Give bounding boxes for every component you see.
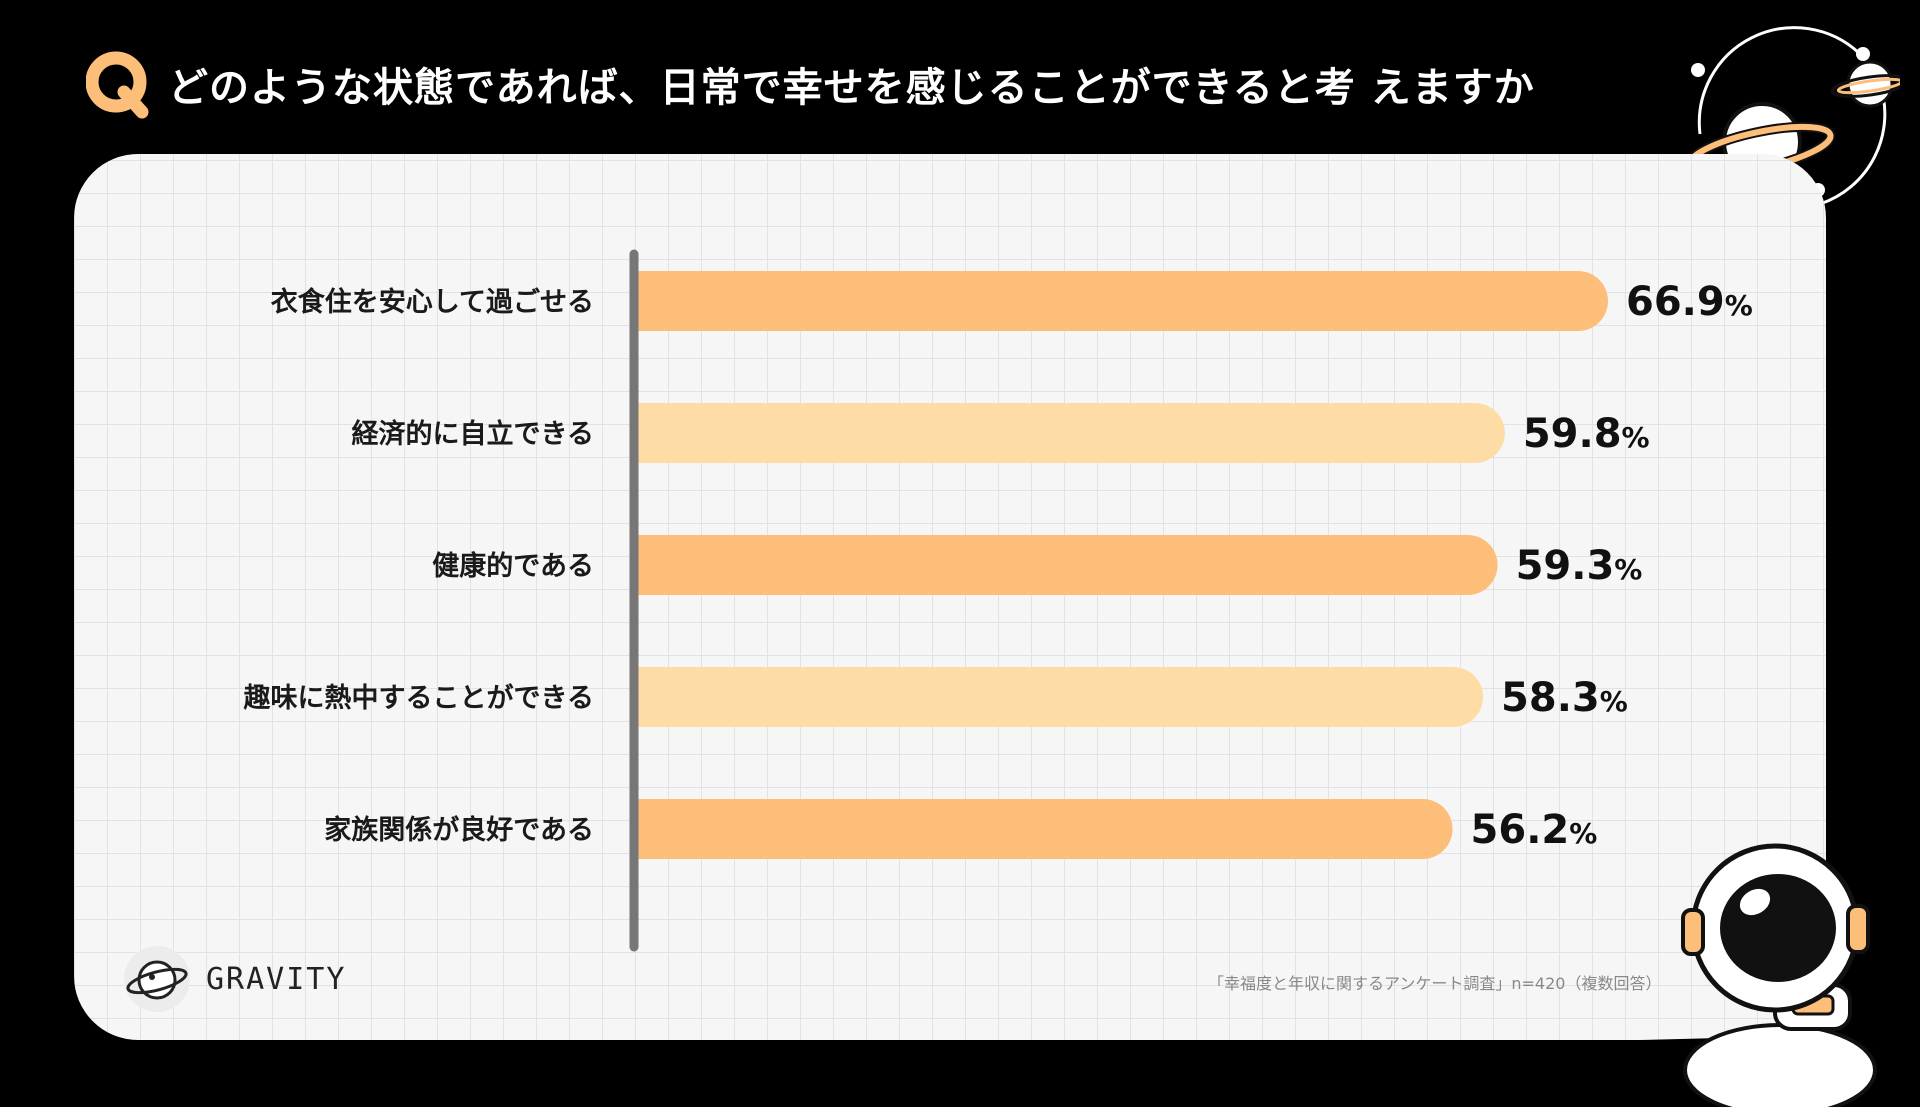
value-label: 59.3%: [1516, 543, 1643, 589]
bar-chart: 衣食住を安心して過ごせる 66.9% 経済的に自立できる 59.8% 健康的である 59.…: [243, 249, 1753, 952]
source-note: 「幸福度と年収に関するアンケート調査」n=420（複数回答）: [1208, 974, 1662, 993]
bar: [636, 271, 1608, 331]
logo-name: GRAVITY: [206, 961, 347, 997]
planet-icon: [124, 946, 190, 1012]
value-label: 58.3%: [1501, 675, 1628, 721]
bar: [636, 667, 1484, 727]
category-label: 趣味に熱中することができる: [243, 682, 594, 714]
astronaut-illustration: [1620, 843, 1910, 1107]
bar: [636, 403, 1505, 463]
bar: [636, 535, 1498, 595]
bar: [636, 799, 1453, 859]
chart-panel: 衣食住を安心して過ごせる 66.9% 経済的に自立できる 59.8% 健康的である 59.…: [74, 154, 1826, 1040]
value-label: 56.2%: [1471, 807, 1598, 853]
question-title: どのような状態であれば、日常で幸せを感じることができると考 えますか: [168, 65, 1535, 111]
category-label: 衣食住を安心して過ごせる: [271, 286, 594, 318]
category-label: 経済的に自立できる: [352, 418, 594, 450]
value-label: 66.9%: [1626, 279, 1753, 325]
gravity-logo: GRAVITY: [122, 944, 346, 1014]
q-badge: [86, 51, 149, 119]
category-label: 健康的である: [432, 550, 594, 582]
value-label: 59.8%: [1523, 411, 1650, 457]
category-label: 家族関係が良好である: [324, 814, 594, 846]
